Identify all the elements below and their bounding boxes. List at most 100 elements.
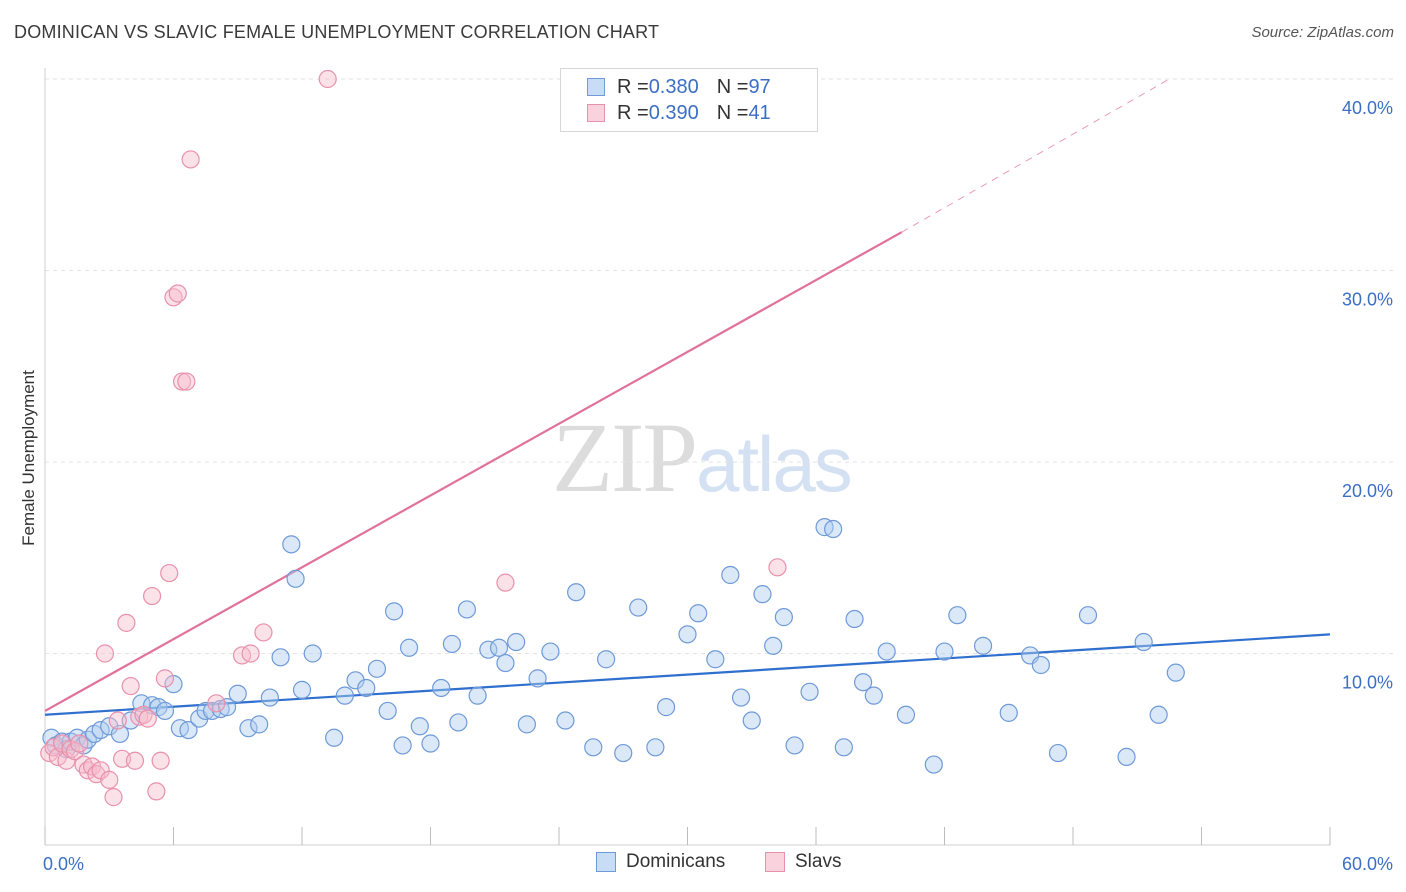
y-tick-label: 10.0% [1342, 673, 1393, 693]
dominican-point [468, 686, 487, 705]
y-tick-label: 40.0% [1342, 98, 1393, 118]
slav-point [100, 770, 119, 789]
dominican-point [689, 604, 708, 623]
dominican-point [286, 569, 305, 588]
dominican-point [924, 755, 943, 774]
dominican-point [282, 535, 301, 554]
dominican-point [432, 678, 451, 698]
dominican-point [896, 705, 916, 724]
dominican-point [91, 720, 110, 740]
dominican-point [999, 703, 1018, 722]
dominican-point [496, 653, 515, 673]
dominican-point [442, 634, 462, 654]
dominican-point [678, 625, 697, 644]
dominican-point [721, 565, 740, 585]
slav-trend-extension [901, 78, 1170, 233]
slav-point [496, 573, 515, 592]
dominican-point [335, 686, 354, 705]
dominican-point [834, 738, 853, 757]
dominican-point [948, 606, 967, 625]
legend-row-dominicans: R = 0.380 N = 97 [587, 75, 771, 99]
dominican-point [935, 642, 954, 661]
legend-r-label: R = [617, 75, 649, 98]
dominican-point [421, 734, 440, 753]
dominican-point [528, 669, 547, 688]
dominican-point [845, 609, 864, 629]
slav-point [142, 586, 162, 606]
legend-r-value: 0.380 [648, 75, 699, 98]
dominican-point [1078, 606, 1098, 625]
slav-point [95, 644, 115, 663]
dominican-point [706, 650, 725, 669]
dominican-point [764, 636, 783, 655]
dominican-point [864, 686, 883, 705]
data-points [40, 69, 1185, 807]
y-axis-label: Female Unemployment [19, 370, 38, 546]
legend-item-dominicans[interactable]: Dominicans [596, 851, 725, 873]
slav-point [155, 669, 175, 688]
legend-item-slavs[interactable]: Slavs [765, 851, 841, 873]
dominican-point [303, 644, 322, 663]
dominican-point [646, 738, 665, 757]
dominican-point [597, 650, 616, 669]
dominican-point [973, 636, 993, 655]
series-legend: Dominicans Slavs [0, 851, 1406, 877]
dominican-point [110, 724, 130, 744]
slav-point [254, 623, 273, 642]
dominican-point [384, 602, 404, 621]
dominican-point [629, 598, 648, 617]
slav-point [768, 558, 787, 577]
dominican-point [1048, 743, 1068, 763]
dominican-point [507, 632, 526, 652]
grid-lines [45, 78, 1395, 654]
legend-n-label: N = [716, 101, 749, 124]
slav-point [168, 284, 187, 303]
dominican-point [239, 719, 258, 738]
slav-point [117, 613, 136, 632]
dominican-point [367, 659, 387, 678]
legend-r-label: R = [617, 101, 649, 124]
axes [44, 68, 1331, 846]
dominican-point [179, 720, 198, 740]
legend-swatch-pink [587, 104, 605, 122]
legend-n-value: 41 [748, 101, 771, 124]
stats-legend: R = 0.380 N = 97 R = 0.390 N = 41 [560, 68, 818, 132]
slav-point [241, 644, 260, 663]
slav-point [172, 372, 192, 391]
slav-point [318, 69, 337, 89]
y-tick-label: 20.0% [1342, 481, 1393, 501]
trend-lines [44, 78, 1331, 716]
x-tick-label-max: 60.0% [1342, 854, 1393, 874]
x-tick-label-min: 0.0% [43, 854, 84, 874]
legend-label-dominicans: Dominicans [626, 851, 726, 872]
dominican-point [457, 600, 477, 619]
dominican-point [1166, 663, 1185, 682]
dominican-point [877, 642, 896, 661]
dominican-point [753, 585, 772, 604]
dominican-point [271, 648, 290, 667]
dominican-point [731, 688, 751, 707]
dominican-point [785, 736, 804, 755]
legend-label-slavs: Slavs [795, 851, 842, 872]
dominican-point [250, 715, 269, 734]
slav-point [177, 372, 196, 391]
dominican-point [325, 728, 344, 747]
dominican-point [155, 701, 175, 721]
dominican-point [399, 638, 419, 657]
dominican-point [567, 583, 586, 602]
axis-labels: Female Unemployment 10.0% 20.0% 30.0% 40.0%… [19, 98, 1393, 874]
dominican-point [410, 717, 429, 736]
dominican-point [393, 736, 412, 755]
dominican-point [292, 680, 312, 699]
slav-point [147, 782, 166, 801]
dominican-point [584, 738, 603, 757]
slav-point [151, 751, 170, 770]
slav-point [104, 788, 123, 807]
dominican-point [1031, 655, 1050, 675]
chart-source: Source: ZipAtlas.com [1251, 24, 1394, 41]
legend-swatch-slavs [765, 852, 785, 872]
slav-trend-line [44, 231, 903, 712]
slav-point [207, 694, 226, 713]
dominican-point [824, 519, 843, 539]
